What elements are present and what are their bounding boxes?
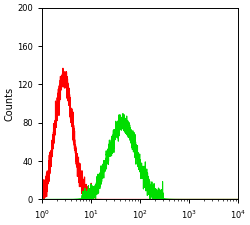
Y-axis label: Counts: Counts	[4, 86, 14, 121]
